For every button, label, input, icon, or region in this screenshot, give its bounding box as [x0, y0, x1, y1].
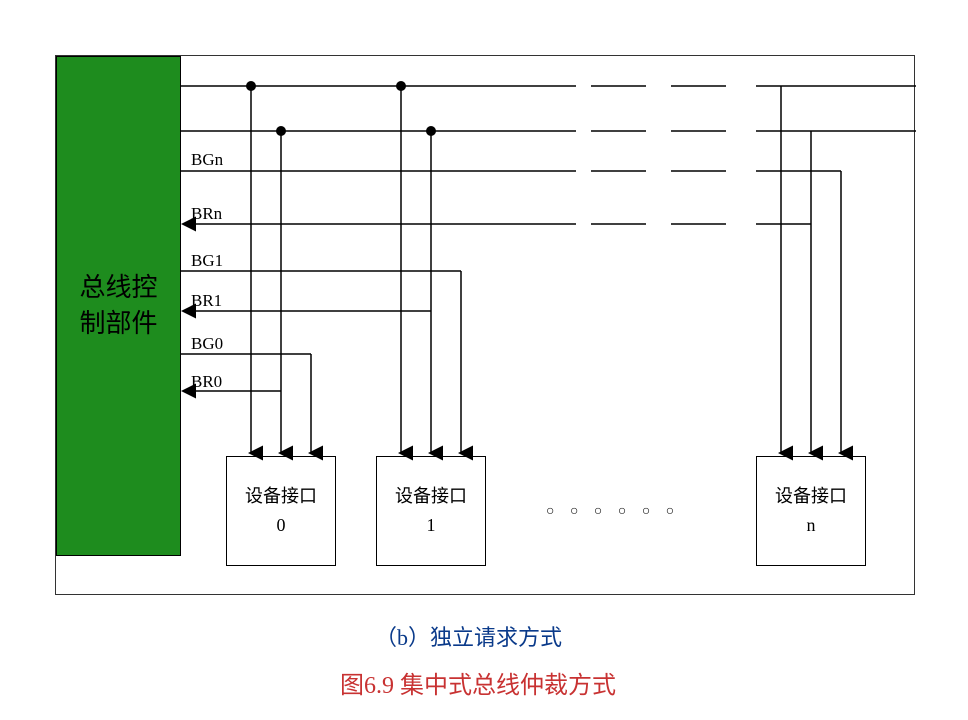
label-BRn: BRn	[191, 204, 222, 224]
device-ellipsis: ○ ○ ○ ○ ○ ○	[546, 504, 680, 520]
device-label: 设备接口	[775, 482, 847, 511]
device-index: n	[807, 511, 816, 540]
bus-controller-block: 总线控 制部件	[56, 56, 181, 556]
label-BG1: BG1	[191, 251, 223, 271]
label-BG0: BG0	[191, 334, 223, 354]
device-interface-0: 设备接口 0	[226, 456, 336, 566]
device-index: 0	[277, 511, 286, 540]
device-index: 1	[427, 511, 436, 540]
controller-label: 总线控 制部件	[79, 270, 157, 343]
label-BGn: BGn	[191, 150, 223, 170]
device-label: 设备接口	[245, 482, 317, 511]
device-label: 设备接口	[395, 482, 467, 511]
diagram-frame: 总线控 制部件 设备接口 0 设备接口 1 设备接口 n BGn BRn BG1…	[55, 55, 915, 595]
device-interface-n: 设备接口 n	[756, 456, 866, 566]
label-BR1: BR1	[191, 291, 222, 311]
device-interface-1: 设备接口 1	[376, 456, 486, 566]
subcaption-b: （b）独立请求方式	[375, 620, 562, 652]
figure-caption: 图6.9 集中式总线仲裁方式	[340, 665, 616, 700]
label-BR0: BR0	[191, 372, 222, 392]
